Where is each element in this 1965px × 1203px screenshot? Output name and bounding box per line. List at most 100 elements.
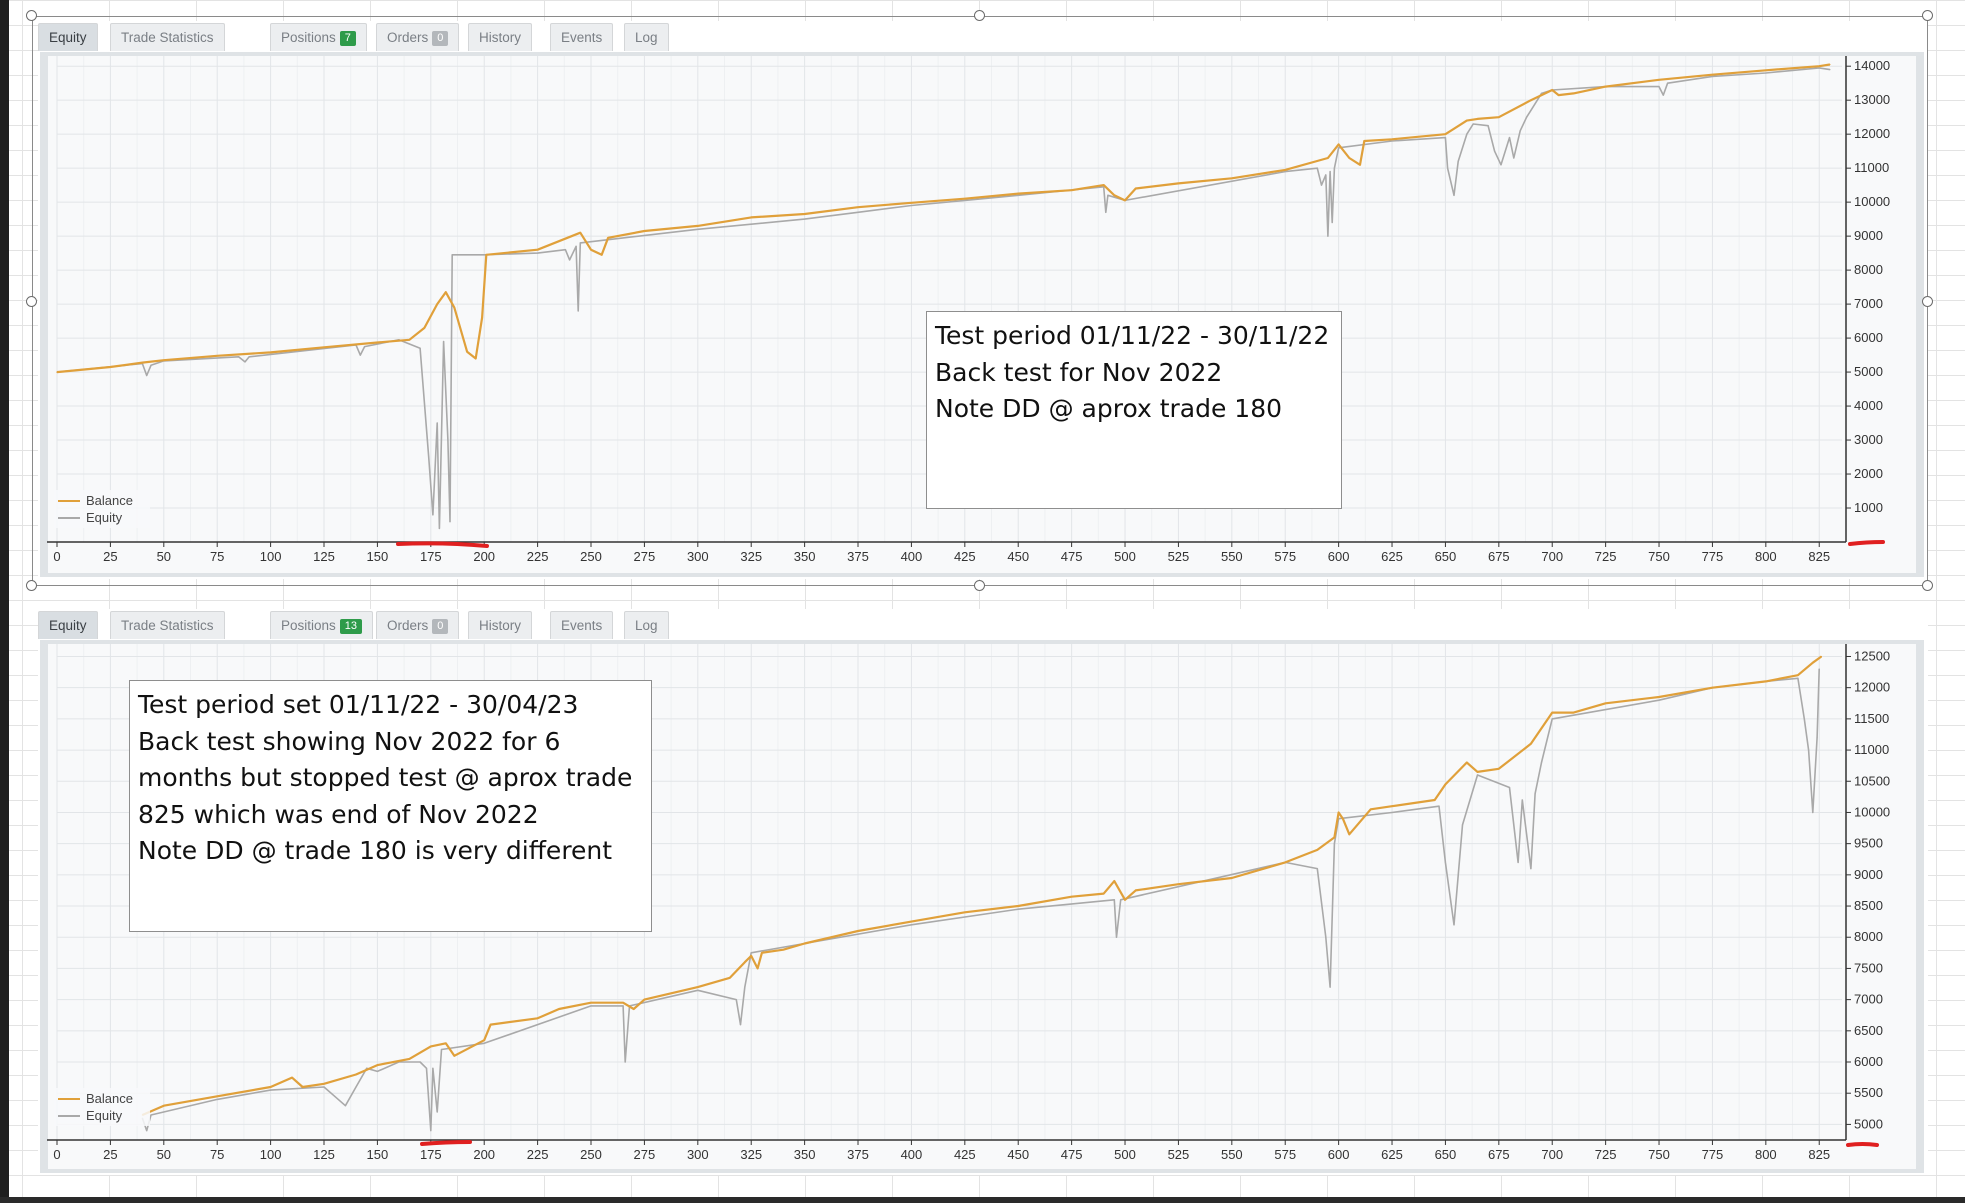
- x-tick-label: 525: [1168, 549, 1190, 564]
- resize-handle-bottom-center[interactable]: [974, 580, 985, 591]
- data-point-equity: [1017, 194, 1019, 196]
- data-point-equity: [622, 1005, 624, 1007]
- annotation-textbox[interactable]: Test period 01/11/22 - 30/11/22 Back test…: [926, 311, 1342, 509]
- annotation-line: Note DD @ aprox trade 180: [935, 394, 1283, 423]
- data-point-equity: [1444, 137, 1446, 139]
- x-tick-label: 500: [1114, 1147, 1136, 1162]
- x-tick-label: 725: [1595, 549, 1617, 564]
- tab-log[interactable]: Log: [624, 23, 669, 51]
- data-point-balance: [1818, 65, 1820, 67]
- x-tick-label: 400: [901, 1147, 923, 1162]
- data-point-equity: [449, 521, 451, 523]
- x-tick-label: 0: [53, 1147, 60, 1162]
- data-point-balance: [643, 999, 646, 1001]
- resize-handle-middle-right[interactable]: [1922, 296, 1933, 307]
- data-point-balance: [1573, 92, 1575, 94]
- data-point-equity: [1017, 908, 1019, 910]
- data-point-balance: [1017, 193, 1019, 195]
- x-tick-label: 725: [1595, 1147, 1617, 1162]
- tab-events[interactable]: Events: [550, 611, 614, 639]
- y-tick-label: 6000: [1854, 330, 1883, 345]
- data-point-equity: [150, 1114, 152, 1116]
- x-tick-label: 0: [53, 549, 60, 564]
- data-point-balance: [490, 1024, 492, 1026]
- tab-equity[interactable]: Equity: [38, 611, 98, 639]
- data-point-balance: [270, 351, 272, 353]
- data-point-balance: [607, 237, 609, 239]
- x-tick-label: 425: [954, 1147, 976, 1162]
- resize-handle-middle-left[interactable]: [26, 296, 37, 307]
- data-point-equity: [451, 254, 453, 256]
- count-badge: 0: [432, 31, 449, 46]
- data-point-equity: [1818, 67, 1820, 69]
- annotation-textbox[interactable]: Test period set 01/11/22 - 30/04/23 Back …: [129, 680, 652, 932]
- data-point-equity: [432, 514, 434, 516]
- data-point-balance: [1444, 133, 1446, 135]
- y-tick-label: 9000: [1854, 867, 1883, 882]
- tab-orders[interactable]: Orders 0: [376, 611, 460, 639]
- tab-label: Log: [635, 618, 658, 633]
- x-tick-label: 750: [1648, 1147, 1670, 1162]
- data-point-equity: [359, 354, 361, 356]
- data-point-balance: [1558, 94, 1560, 96]
- data-point-equity: [1333, 167, 1335, 169]
- y-tick-label: 11000: [1854, 160, 1889, 175]
- data-point-balance: [643, 230, 646, 232]
- tab-log[interactable]: Log: [624, 611, 669, 639]
- data-point-equity: [1391, 811, 1393, 814]
- tab-trade-statistics[interactable]: Trade Statistics: [110, 23, 225, 51]
- y-tick-label: 10500: [1854, 773, 1890, 788]
- y-tick-label: 2000: [1854, 466, 1883, 481]
- data-point-equity: [1508, 137, 1511, 139]
- tab-positions[interactable]: Positions 7: [270, 23, 367, 51]
- x-tick-label: 475: [1061, 1147, 1083, 1162]
- x-tick-label: 75: [210, 549, 224, 564]
- resize-handle-top-left[interactable]: [26, 10, 37, 21]
- resize-handle-top-right[interactable]: [1922, 10, 1933, 21]
- data-point-equity: [1818, 668, 1820, 670]
- data-point-equity: [1284, 171, 1286, 173]
- tab-events[interactable]: Events: [550, 23, 614, 51]
- resize-handle-bottom-left[interactable]: [26, 580, 37, 591]
- data-point-equity: [857, 211, 859, 213]
- tab-label: Orders: [387, 30, 429, 45]
- data-point-balance: [1017, 905, 1019, 907]
- resize-handle-bottom-right[interactable]: [1922, 580, 1933, 591]
- data-point-balance: [1103, 184, 1105, 186]
- data-point-equity: [447, 439, 449, 441]
- tab-history[interactable]: History: [468, 23, 533, 51]
- data-point-balance: [1434, 799, 1436, 801]
- tab-positions[interactable]: Positions 13: [270, 611, 374, 639]
- y-tick-label: 10000: [1854, 194, 1890, 209]
- data-point-equity: [238, 356, 240, 358]
- data-point-equity: [964, 199, 966, 201]
- x-tick-label: 775: [1702, 549, 1724, 564]
- data-point-balance: [485, 254, 487, 256]
- data-point-equity: [1325, 936, 1327, 938]
- x-tick-label: 150: [367, 549, 389, 564]
- x-tick-label: 800: [1755, 549, 1777, 564]
- x-tick-label: 175: [420, 549, 442, 564]
- tab-trade-statistics[interactable]: Trade Statistics: [110, 611, 225, 639]
- y-tick-label: 13000: [1854, 92, 1890, 107]
- legend-label: Equity: [86, 510, 123, 525]
- data-point-balance: [1711, 687, 1713, 689]
- tab-equity[interactable]: Equity: [38, 23, 98, 51]
- data-point-equity: [1494, 150, 1496, 152]
- data-point-balance: [355, 1073, 357, 1076]
- data-point-balance: [1476, 771, 1479, 773]
- resize-handle-top-center[interactable]: [974, 10, 985, 21]
- tab-label: Trade Statistics: [121, 30, 214, 45]
- x-tick-label: 350: [794, 549, 816, 564]
- tab-orders[interactable]: Orders 0: [376, 23, 460, 51]
- tab-history[interactable]: History: [468, 611, 533, 639]
- data-point-balance: [291, 1077, 293, 1079]
- annotation-line: Back test showing Nov 2022 for 6: [138, 726, 561, 756]
- data-point-balance: [1370, 808, 1372, 810]
- y-tick-label: 4000: [1854, 398, 1883, 413]
- data-point-equity: [1329, 986, 1331, 988]
- data-point-balance: [376, 341, 378, 344]
- red-highlight-mark: [420, 1140, 472, 1146]
- annotation-line: Note DD @ trade 180 is very different: [138, 836, 613, 865]
- data-point-balance: [697, 986, 699, 988]
